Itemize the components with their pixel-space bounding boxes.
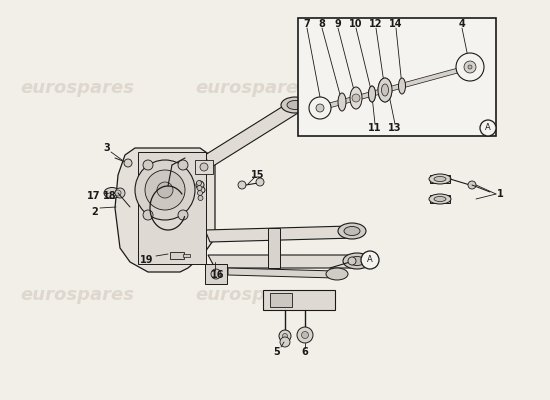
Text: 18: 18 — [103, 191, 117, 201]
Circle shape — [468, 181, 476, 189]
Circle shape — [279, 330, 291, 342]
Polygon shape — [205, 100, 298, 168]
Ellipse shape — [434, 176, 446, 182]
Ellipse shape — [104, 188, 120, 198]
Polygon shape — [205, 226, 355, 242]
Ellipse shape — [399, 78, 405, 94]
Circle shape — [480, 120, 496, 136]
Bar — [298, 18, 496, 136]
Circle shape — [196, 181, 204, 189]
Text: 19: 19 — [140, 255, 154, 265]
Bar — [183, 254, 190, 257]
Polygon shape — [318, 62, 480, 111]
Text: eurospares: eurospares — [195, 286, 309, 304]
Bar — [138, 152, 206, 264]
Ellipse shape — [378, 78, 392, 102]
Text: 15: 15 — [251, 170, 265, 180]
Circle shape — [468, 65, 472, 69]
Circle shape — [115, 188, 125, 198]
Text: A: A — [305, 106, 311, 116]
Circle shape — [309, 97, 331, 119]
Text: 5: 5 — [274, 347, 280, 357]
Ellipse shape — [338, 93, 346, 111]
Ellipse shape — [281, 97, 309, 113]
Polygon shape — [208, 255, 360, 268]
Circle shape — [348, 257, 356, 265]
Ellipse shape — [368, 86, 376, 102]
Text: eurospares: eurospares — [195, 79, 309, 97]
Circle shape — [197, 186, 202, 190]
Text: 10: 10 — [349, 19, 363, 29]
Text: A: A — [367, 256, 373, 264]
Circle shape — [280, 337, 290, 347]
Circle shape — [211, 269, 221, 279]
Bar — [205, 264, 227, 284]
Ellipse shape — [429, 194, 451, 204]
Circle shape — [198, 196, 203, 200]
Circle shape — [199, 187, 205, 193]
Polygon shape — [263, 290, 335, 310]
Ellipse shape — [287, 100, 303, 110]
Text: 14: 14 — [389, 19, 403, 29]
Circle shape — [135, 160, 195, 220]
Circle shape — [352, 94, 360, 102]
Circle shape — [200, 163, 208, 171]
Circle shape — [157, 182, 173, 198]
Ellipse shape — [350, 87, 362, 109]
Circle shape — [178, 210, 188, 220]
Circle shape — [143, 160, 153, 170]
Text: 17: 17 — [87, 191, 101, 201]
Text: 9: 9 — [334, 19, 342, 29]
Circle shape — [196, 180, 201, 186]
Text: 7: 7 — [304, 19, 310, 29]
Circle shape — [316, 104, 324, 112]
Circle shape — [124, 159, 132, 167]
Bar — [170, 252, 184, 259]
Circle shape — [178, 160, 188, 170]
Bar — [270, 293, 292, 307]
Ellipse shape — [434, 196, 446, 202]
Text: 4: 4 — [459, 19, 465, 29]
Text: 2: 2 — [92, 207, 98, 217]
Circle shape — [301, 332, 309, 338]
Circle shape — [299, 102, 317, 120]
Circle shape — [238, 181, 246, 189]
Ellipse shape — [343, 253, 371, 269]
Ellipse shape — [344, 226, 360, 236]
Text: eurospares: eurospares — [20, 286, 134, 304]
Bar — [195, 160, 213, 174]
Text: 8: 8 — [318, 19, 326, 29]
Circle shape — [361, 251, 379, 269]
Circle shape — [297, 327, 313, 343]
Polygon shape — [268, 228, 280, 268]
Circle shape — [456, 53, 484, 81]
Polygon shape — [430, 195, 450, 203]
Text: 1: 1 — [497, 189, 503, 199]
Ellipse shape — [349, 256, 365, 266]
Ellipse shape — [326, 268, 348, 280]
Circle shape — [197, 190, 202, 196]
Circle shape — [145, 170, 185, 210]
Text: A: A — [485, 124, 491, 132]
Circle shape — [115, 190, 121, 196]
Circle shape — [143, 210, 153, 220]
Polygon shape — [228, 268, 335, 278]
Circle shape — [464, 61, 476, 73]
Polygon shape — [115, 148, 215, 272]
Text: 12: 12 — [369, 19, 383, 29]
Text: 13: 13 — [388, 123, 401, 133]
Circle shape — [256, 178, 264, 186]
Polygon shape — [430, 175, 450, 183]
Text: 3: 3 — [103, 143, 111, 153]
Text: 16: 16 — [211, 270, 225, 280]
Ellipse shape — [382, 84, 388, 96]
Text: eurospares: eurospares — [20, 79, 134, 97]
Ellipse shape — [368, 86, 376, 102]
Ellipse shape — [378, 78, 392, 102]
Ellipse shape — [338, 223, 366, 239]
Text: 6: 6 — [301, 347, 309, 357]
Text: 11: 11 — [368, 123, 382, 133]
Ellipse shape — [429, 174, 451, 184]
Circle shape — [283, 334, 288, 338]
